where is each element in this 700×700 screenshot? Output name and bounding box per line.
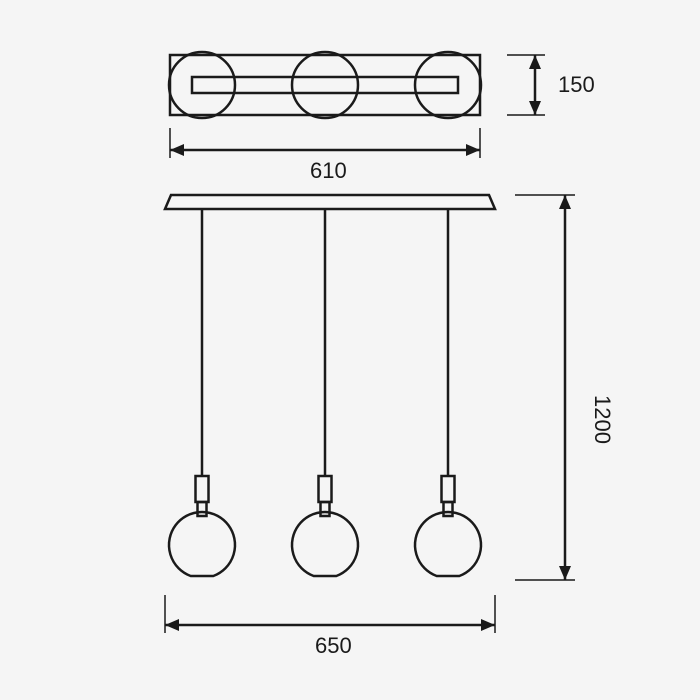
neck	[321, 502, 330, 516]
diagram-container: { "type": "technical-drawing", "backgrou…	[0, 0, 700, 700]
top-view-globe	[292, 52, 358, 118]
dimension-label: 1200	[590, 395, 615, 444]
socket	[319, 476, 332, 502]
neck	[444, 502, 453, 516]
neck	[198, 502, 207, 516]
top-view-globe	[415, 52, 481, 118]
dimension-label: 150	[558, 72, 595, 97]
globe	[292, 512, 358, 576]
globe	[169, 512, 235, 576]
socket	[442, 476, 455, 502]
dimension-label: 650	[315, 633, 352, 658]
technical-drawing: 150 610 1200 650	[0, 0, 700, 700]
globe	[415, 512, 481, 576]
top-view-slot	[192, 77, 458, 93]
dimension-label: 610	[310, 158, 347, 183]
top-view-body	[170, 55, 480, 115]
canopy	[165, 195, 495, 209]
socket	[196, 476, 209, 502]
top-view-globe	[169, 52, 235, 118]
